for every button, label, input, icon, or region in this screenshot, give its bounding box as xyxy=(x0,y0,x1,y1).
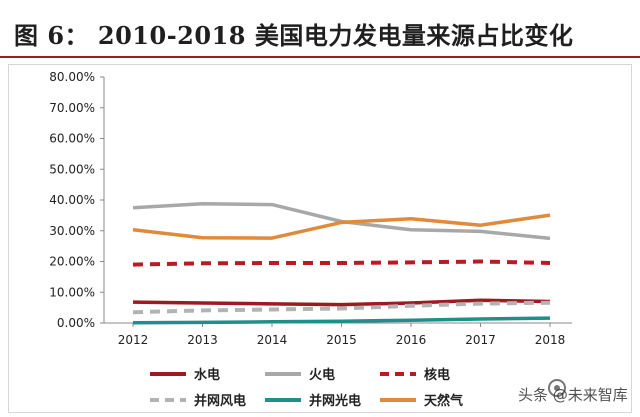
y-tick-label: 70.00% xyxy=(49,101,95,115)
chart-title: 图 6： 2010-2018 美国电力发电量来源占比变化 xyxy=(14,21,574,50)
x-tick-label: 2017 xyxy=(465,333,496,347)
x-tick-label: 2014 xyxy=(257,333,288,347)
y-tick-label: 40.00% xyxy=(49,193,95,207)
x-tick-label: 2015 xyxy=(326,333,357,347)
x-tick-label: 2016 xyxy=(396,333,427,347)
legend-label-1: 火电 xyxy=(309,367,335,383)
x-tick-label: 2018 xyxy=(535,333,566,347)
y-tick-label: 10.00% xyxy=(49,285,95,299)
legend-label-0: 水电 xyxy=(194,367,220,383)
watermark-logo-icon xyxy=(548,379,566,397)
y-tick-label: 60.00% xyxy=(49,132,95,146)
legend-label-2: 核电 xyxy=(424,367,450,383)
legend-label-5: 天然气 xyxy=(424,393,463,409)
chart-axes: 80.00% 70.00% 60.00% 50.00% 40.00% 30.00% 20.0… xyxy=(49,70,572,347)
y-tick-label: 20.00% xyxy=(49,255,95,269)
title-bar: 图 6： 2010-2018 美国电力发电量来源占比变化 xyxy=(0,0,640,58)
x-tick-label: 2012 xyxy=(118,333,149,347)
series-line-5 xyxy=(132,213,551,240)
series-line-0 xyxy=(132,298,551,307)
series-line-4 xyxy=(132,316,551,325)
legend-label-4: 并网光电 xyxy=(309,393,361,409)
x-tick-label: 2013 xyxy=(187,333,218,347)
y-tick-label: 0.00% xyxy=(57,316,95,330)
legend-label-3: 并网风电 xyxy=(194,393,246,409)
y-tick-label: 50.00% xyxy=(49,162,95,176)
series-layer xyxy=(132,201,551,325)
watermark-text: 头条 @未来智库 xyxy=(518,386,628,404)
chart-frame xyxy=(8,64,632,413)
y-tick-label: 80.00% xyxy=(49,70,95,84)
y-tick-label: 30.00% xyxy=(49,224,95,238)
